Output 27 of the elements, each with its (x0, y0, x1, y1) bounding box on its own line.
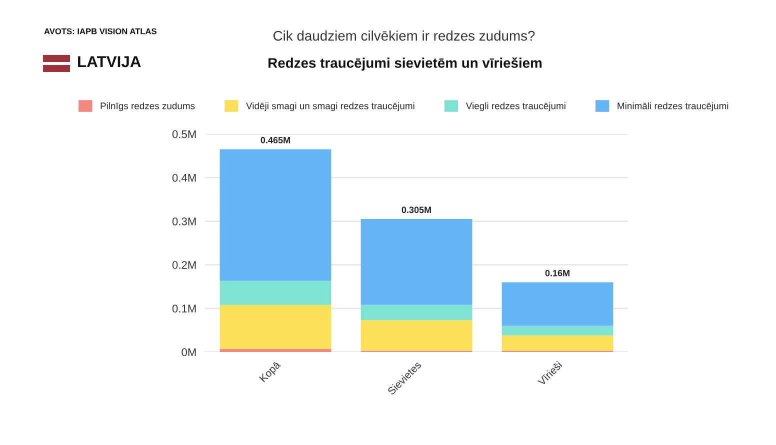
text: AVOTS: IAPB VISION ATLAS (44, 28, 156, 34)
y-tick-label: 0.1M (172, 304, 196, 313)
y-tick-label: 0.4M (172, 174, 196, 182)
bar (360, 304, 472, 320)
bar (502, 335, 614, 351)
chart-title: Cik daudziem cilvēkiem ir redzes zudums? (273, 30, 535, 41)
bar (360, 320, 472, 351)
legend-label: Vidēji smagi un smagi redzes traucējumi (246, 102, 414, 112)
y-tick-label: 0M (182, 348, 196, 356)
bar (502, 282, 614, 326)
bar (360, 219, 472, 305)
y-tick-label: 0.5M (172, 130, 196, 138)
bar (220, 304, 332, 349)
chart-subtitle: Redzes traucējumi sievietēm un vīriešiem (268, 57, 542, 71)
legend-label: Pilnīgs redzes zudums (100, 102, 195, 112)
text: LATVIJA (78, 56, 141, 68)
bar (220, 348, 332, 352)
legend-label: Viegli redzes traucējumi (466, 102, 566, 112)
total-label: 0.305M (402, 206, 431, 214)
legend-label: Minimāli redzes traucējumi (618, 102, 728, 112)
bar (220, 280, 332, 305)
total-label: 0.16M (545, 270, 570, 276)
y-tick-label: 0.2M (172, 261, 196, 269)
total-label: 0.465M (260, 136, 290, 144)
bar (220, 149, 332, 281)
bar (502, 326, 614, 336)
y-tick-label: 0.3M (172, 217, 196, 226)
